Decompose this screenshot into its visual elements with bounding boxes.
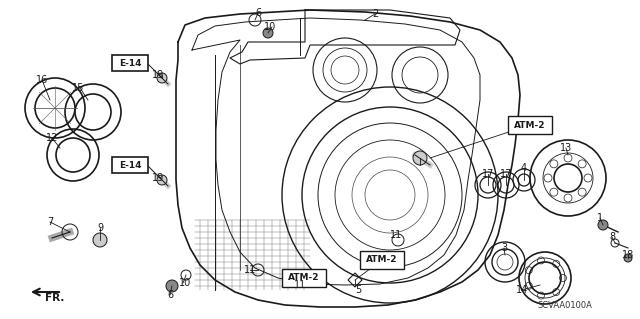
Circle shape xyxy=(157,73,167,83)
FancyBboxPatch shape xyxy=(112,157,148,173)
Text: 6: 6 xyxy=(255,8,261,18)
Text: 19: 19 xyxy=(152,173,164,183)
Text: ATM-2: ATM-2 xyxy=(515,121,546,130)
Text: 7: 7 xyxy=(47,217,53,227)
Text: 11: 11 xyxy=(294,280,306,290)
Text: 5: 5 xyxy=(355,285,361,295)
Text: 17: 17 xyxy=(482,169,494,179)
Circle shape xyxy=(157,175,167,185)
Circle shape xyxy=(166,280,178,292)
Text: 16: 16 xyxy=(36,75,48,85)
Circle shape xyxy=(413,151,427,165)
Text: 18: 18 xyxy=(622,250,634,260)
Text: E-14: E-14 xyxy=(119,58,141,68)
Text: ATM-2: ATM-2 xyxy=(288,273,320,283)
Circle shape xyxy=(624,254,632,262)
Text: 10: 10 xyxy=(264,22,276,32)
Text: 13: 13 xyxy=(560,143,572,153)
Text: 3: 3 xyxy=(501,243,507,253)
FancyBboxPatch shape xyxy=(360,251,404,269)
FancyBboxPatch shape xyxy=(508,116,552,134)
FancyBboxPatch shape xyxy=(282,269,326,287)
Text: 10: 10 xyxy=(179,278,191,288)
Text: 19: 19 xyxy=(152,70,164,80)
Text: 4: 4 xyxy=(521,163,527,173)
Text: 15: 15 xyxy=(72,83,84,93)
Text: ATM-2: ATM-2 xyxy=(366,256,397,264)
Text: 8: 8 xyxy=(609,232,615,242)
Circle shape xyxy=(263,28,273,38)
FancyBboxPatch shape xyxy=(112,55,148,71)
Text: FR.: FR. xyxy=(45,293,65,303)
Text: 1: 1 xyxy=(597,213,603,223)
Text: 6: 6 xyxy=(167,290,173,300)
Circle shape xyxy=(93,233,107,247)
Text: 17: 17 xyxy=(500,169,512,179)
Text: 9: 9 xyxy=(97,223,103,233)
Text: 11: 11 xyxy=(390,230,402,240)
Text: 12: 12 xyxy=(46,133,58,143)
Text: 11: 11 xyxy=(244,265,256,275)
Text: SCVAA0100A: SCVAA0100A xyxy=(538,300,593,309)
Text: 14: 14 xyxy=(516,285,528,295)
Circle shape xyxy=(598,220,608,230)
Text: 2: 2 xyxy=(372,9,378,19)
Text: E-14: E-14 xyxy=(119,160,141,169)
